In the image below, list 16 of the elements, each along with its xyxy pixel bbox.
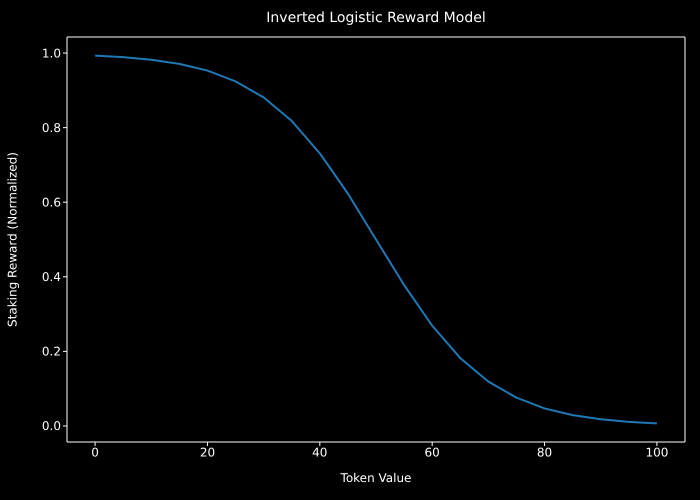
x-tick-label: 100	[645, 446, 668, 460]
x-tick-label: 80	[536, 446, 552, 460]
y-tick-label: 0.4	[42, 270, 61, 284]
x-axis-title: Token Value	[340, 471, 412, 485]
y-axis-title: Staking Reward (Normalized)	[5, 152, 20, 327]
x-tick-label: 0	[91, 446, 99, 460]
y-tick-label: 0.0	[42, 419, 61, 434]
y-tick-label: 0.8	[42, 120, 61, 135]
y-tick-label: 0.2	[42, 344, 61, 359]
line-series	[94, 54, 658, 424]
y-tick-label: 1.0	[42, 46, 61, 60]
x-tick-label: 60	[424, 446, 440, 460]
x-tick-label: 20	[200, 446, 216, 460]
x-tick-label: 40	[312, 446, 328, 460]
chart-title: Inverted Logistic Reward Model	[265, 10, 487, 26]
y-tick-label: 0.6	[42, 195, 61, 210]
